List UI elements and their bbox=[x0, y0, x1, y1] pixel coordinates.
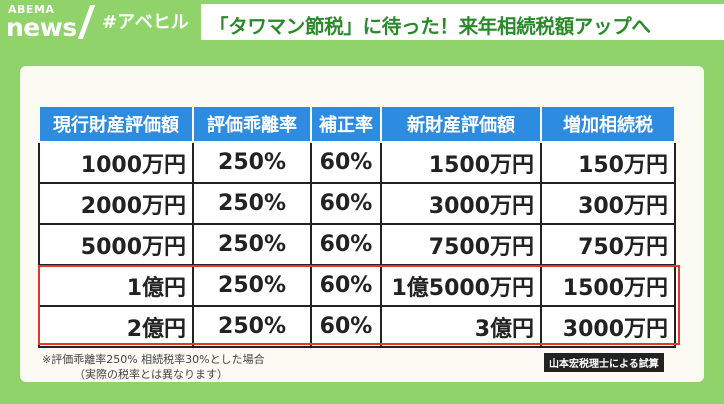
table-cell: 60% bbox=[310, 182, 382, 225]
table-cell: 250% bbox=[192, 305, 312, 348]
column-header: 現行財産評価額 bbox=[38, 105, 194, 143]
headline: 「タワマン節税」に待った！来年相続税額アップへ bbox=[209, 15, 651, 38]
column-header: 評価乖離率 bbox=[192, 105, 312, 143]
column-header: 補正率 bbox=[310, 105, 382, 143]
table-cell: 60% bbox=[310, 264, 382, 307]
table-cell: 60% bbox=[310, 141, 382, 184]
table-cell: 7500万円 bbox=[380, 223, 542, 266]
table-cell: 60% bbox=[310, 223, 382, 266]
table-row: 2000万円 250% 60% 3000万円 300万円 bbox=[38, 182, 676, 225]
table-cell: 60% bbox=[310, 305, 382, 348]
footnote: ※評価乖離率250% 相続税率30%とした場合 bbox=[42, 353, 265, 366]
logo-main-text: news bbox=[6, 13, 77, 42]
table-cell: 250% bbox=[192, 223, 312, 266]
logo-top-text: ABEMA bbox=[8, 3, 55, 16]
footnote-sub: （実際の税率とは異なります） bbox=[74, 368, 228, 381]
logo-slash-icon bbox=[77, 5, 96, 39]
hashtag: #アベヒル bbox=[102, 12, 189, 33]
table-row: 1000万円 250% 60% 1500万円 150万円 bbox=[38, 141, 676, 184]
column-header: 増加相続税 bbox=[540, 105, 676, 143]
table-cell: 1億円 bbox=[38, 264, 194, 307]
headline-box: 「タワマン節税」に待った！来年相続税額アップへ bbox=[201, 4, 724, 40]
table-cell: 5000万円 bbox=[38, 223, 194, 266]
table-cell: 3億円 bbox=[380, 305, 542, 348]
source-credit: 山本宏税理士による試算 bbox=[544, 353, 664, 372]
table-row: 1億円 250% 60% 1億5000万円 1500万円 bbox=[38, 264, 676, 307]
table-cell: 1000万円 bbox=[38, 141, 194, 184]
table-cell: 250% bbox=[192, 182, 312, 225]
table-cell: 250% bbox=[192, 141, 312, 184]
column-header: 新財産評価額 bbox=[380, 105, 542, 143]
tax-board: 現行財産評価額 評価乖離率 補正率 新財産評価額 増加相続税 1000万円 25… bbox=[20, 66, 704, 382]
table-cell: 3000万円 bbox=[540, 305, 676, 348]
table-cell: 1500万円 bbox=[540, 264, 676, 307]
table-cell: 300万円 bbox=[540, 182, 676, 225]
tax-table: 現行財産評価額 評価乖離率 補正率 新財産評価額 増加相続税 1000万円 25… bbox=[38, 105, 676, 348]
table-cell: 2000万円 bbox=[38, 182, 194, 225]
table-cell: 2億円 bbox=[38, 305, 194, 348]
abema-news-logo: ABEMA news bbox=[6, 3, 106, 42]
table-cell: 1億5000万円 bbox=[380, 264, 542, 307]
table-row: 2億円 250% 60% 3億円 3000万円 bbox=[38, 305, 676, 348]
table-header-row: 現行財産評価額 評価乖離率 補正率 新財産評価額 増加相続税 bbox=[38, 105, 676, 143]
table-cell: 250% bbox=[192, 264, 312, 307]
header: ABEMA news #アベヒル 「タワマン節税」に待った！来年相続税額アップへ bbox=[0, 0, 724, 44]
table-cell: 3000万円 bbox=[380, 182, 542, 225]
table-cell: 150万円 bbox=[540, 141, 676, 184]
table-row: 5000万円 250% 60% 7500万円 750万円 bbox=[38, 223, 676, 266]
table-cell: 1500万円 bbox=[380, 141, 542, 184]
table-cell: 750万円 bbox=[540, 223, 676, 266]
